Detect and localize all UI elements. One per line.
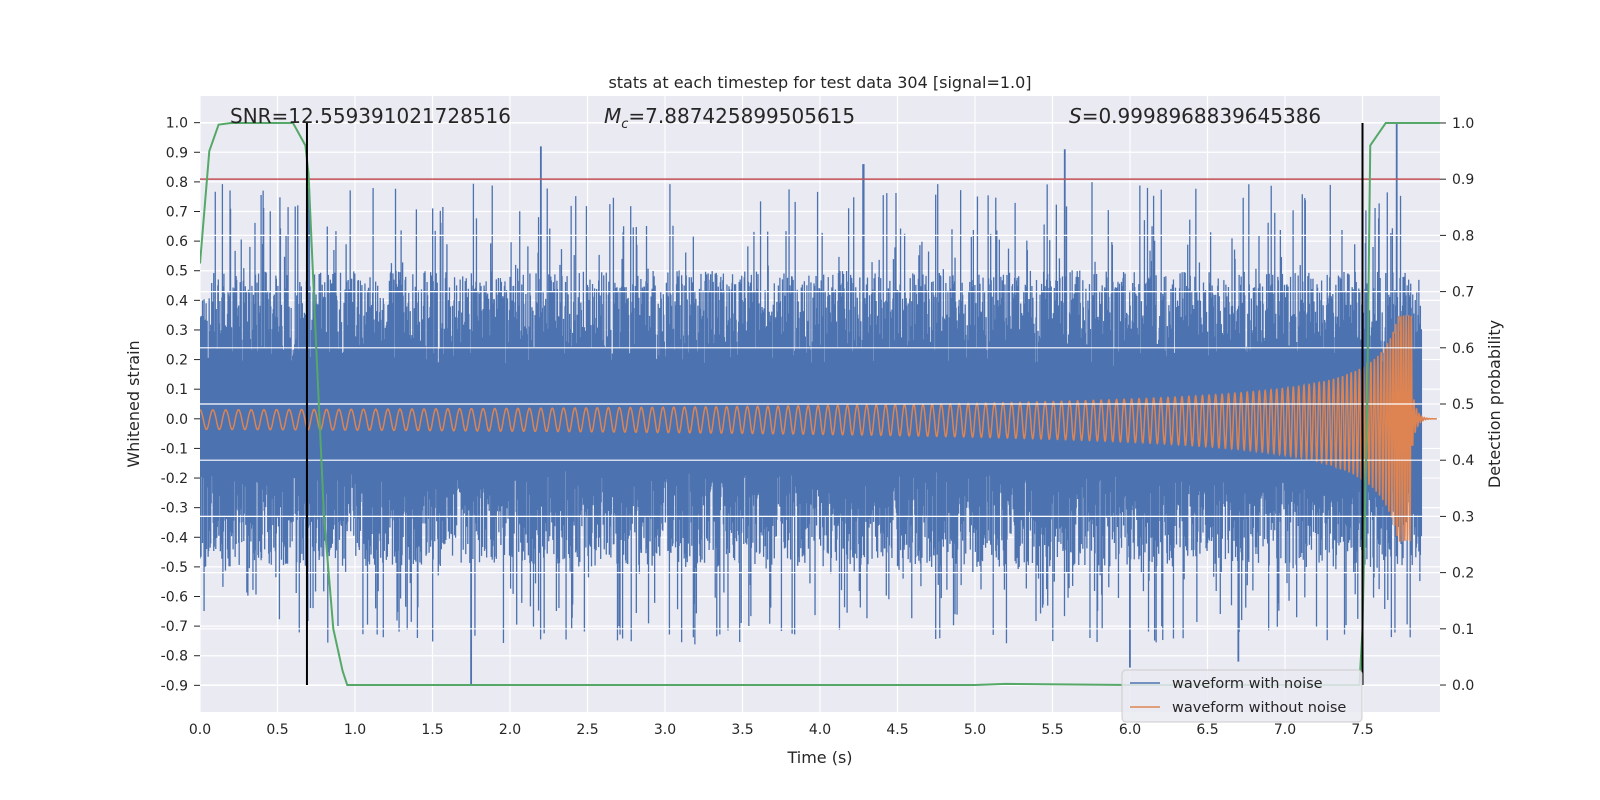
chirp-mass-annotation: Mc=7.887425899505615 [604, 104, 855, 132]
y2-tick-label: 0.9 [1452, 172, 1474, 188]
legend: waveform with noise waveform without noi… [1121, 669, 1363, 723]
y-axis-ticks: 1.0 0.9 0.8 0.7 0.6 0.5 0.4 0.3 0.2 0.1 0.0 -0.1 -0.… [161, 116, 200, 694]
x-tick-label: 1.5 [421, 722, 443, 738]
x-tick-label: 4.5 [886, 722, 908, 738]
x-tick-label: 3.0 [654, 722, 676, 738]
x-axis-ticks: 0.0 0.5 1.0 1.5 2.0 2.5 3.0 3.5 4.0 4.5 5.0 5.5 6.0 6… [189, 722, 1374, 738]
y-tick-label: 0.7 [166, 205, 188, 221]
snr-annotation: SNR=12.559391021728516 [230, 104, 511, 128]
score-symbol: S [1069, 104, 1082, 128]
x-tick-label: 2.5 [576, 722, 598, 738]
x-tick-label: 6.0 [1119, 722, 1141, 738]
y2-tick-label: 0.5 [1452, 397, 1474, 413]
y2-tick-label: 0.4 [1452, 453, 1474, 469]
y2-tick-label: 0.6 [1452, 341, 1474, 357]
x-tick-label: 1.0 [344, 722, 366, 738]
y-tick-label: 1.0 [166, 116, 188, 132]
x-tick-label: 0.5 [266, 722, 288, 738]
y2-tick-label: 1.0 [1452, 116, 1474, 132]
y-tick-label: -0.2 [161, 471, 188, 487]
x-tick-label: 5.5 [1041, 722, 1063, 738]
y-tick-label: 0.4 [166, 293, 188, 309]
x-tick-label: 3.5 [731, 722, 753, 738]
y2-tick-label: 0.0 [1452, 678, 1474, 694]
y-axis-label: Whitened strain [124, 340, 143, 467]
score-value: =0.9998968839645386 [1082, 104, 1321, 128]
x-tick-label: 7.5 [1351, 722, 1373, 738]
y2-tick-label: 0.2 [1452, 566, 1474, 582]
y-tick-label: 0.1 [166, 382, 188, 398]
x-tick-label: 2.0 [499, 722, 521, 738]
y2-tick-label: 0.3 [1452, 509, 1474, 525]
y2-tick-label: 0.7 [1452, 285, 1474, 301]
legend-box [1121, 669, 1363, 723]
y-tick-label: 0.0 [166, 412, 188, 428]
chirp-mass-value: =7.887425899505615 [628, 104, 855, 128]
y-tick-label: 0.8 [166, 175, 188, 191]
y-tick-label: 0.6 [166, 234, 188, 250]
chirp-mass-symbol: M [604, 104, 621, 128]
legend-label-waveform-without-noise: waveform without noise [1172, 700, 1346, 716]
score-annotation: S=0.9998968839645386 [1069, 104, 1321, 128]
y-tick-label: 0.9 [166, 145, 188, 161]
chart-title: stats at each timestep for test data 304… [608, 73, 1031, 92]
y-tick-label: -0.8 [161, 649, 188, 665]
series-waveform-without-noise [200, 315, 1437, 542]
y2-tick-label: 0.8 [1452, 228, 1474, 244]
y-tick-label: -0.4 [161, 530, 188, 546]
x-tick-label: 6.5 [1196, 722, 1218, 738]
y2-tick-label: 0.1 [1452, 622, 1474, 638]
y-tick-label: 0.2 [166, 353, 188, 369]
chirp-mass-subscript: c [621, 117, 628, 132]
x-axis-label: Time (s) [786, 748, 852, 767]
x-tick-label: 4.0 [809, 722, 831, 738]
y-tick-label: 0.3 [166, 323, 188, 339]
y-tick-label: -0.1 [161, 441, 188, 457]
x-tick-label: 0.0 [189, 722, 211, 738]
x-tick-label: 5.0 [964, 722, 986, 738]
y-tick-label: -0.6 [161, 590, 188, 606]
y2-axis-label: Detection probability [1485, 320, 1504, 488]
event-markers [305, 122, 1364, 686]
x-tick-label: 7.0 [1274, 722, 1296, 738]
y2-axis-ticks: 1.0 0.9 0.8 0.7 0.6 0.5 0.4 0.3 0.2 0.1 0.0 [1440, 116, 1474, 694]
legend-label-waveform-with-noise: waveform with noise [1172, 676, 1323, 692]
y-tick-label: -0.5 [161, 560, 188, 576]
y-tick-label: -0.3 [161, 501, 188, 517]
y-tick-label: -0.9 [161, 678, 188, 694]
y-tick-label: 0.5 [166, 264, 188, 280]
y-tick-label: -0.7 [161, 619, 188, 635]
series-detection-probability [200, 121, 1440, 687]
